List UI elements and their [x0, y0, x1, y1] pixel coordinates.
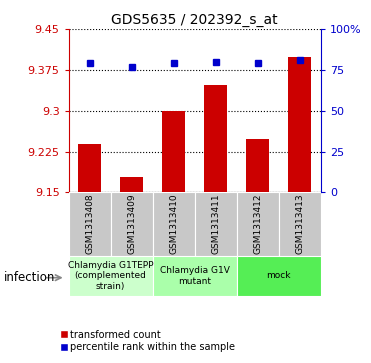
Bar: [246, 139, 269, 192]
Bar: [195, 192, 237, 256]
Bar: [69, 256, 153, 296]
Bar: [288, 57, 312, 192]
Text: mock: mock: [267, 272, 291, 280]
Legend: transformed count, percentile rank within the sample: transformed count, percentile rank withi…: [57, 326, 239, 356]
Bar: [120, 177, 143, 192]
Text: GSM1313411: GSM1313411: [211, 194, 220, 254]
Text: GSM1313412: GSM1313412: [253, 194, 262, 254]
Title: GDS5635 / 202392_s_at: GDS5635 / 202392_s_at: [111, 13, 278, 26]
Bar: [153, 192, 195, 256]
Bar: [162, 111, 186, 192]
Bar: [204, 85, 227, 192]
Text: Chlamydia G1V
mutant: Chlamydia G1V mutant: [160, 266, 230, 286]
Bar: [69, 192, 111, 256]
Text: GSM1313408: GSM1313408: [85, 194, 94, 254]
Bar: [237, 192, 279, 256]
Bar: [153, 256, 237, 296]
Text: GSM1313409: GSM1313409: [127, 194, 136, 254]
Text: GSM1313413: GSM1313413: [295, 194, 304, 254]
Bar: [279, 192, 321, 256]
Bar: [78, 144, 101, 192]
Bar: [237, 256, 321, 296]
Text: GSM1313410: GSM1313410: [169, 194, 178, 254]
Bar: [111, 192, 153, 256]
Text: Chlamydia G1TEPP
(complemented
strain): Chlamydia G1TEPP (complemented strain): [68, 261, 154, 291]
Text: infection: infection: [4, 271, 55, 284]
